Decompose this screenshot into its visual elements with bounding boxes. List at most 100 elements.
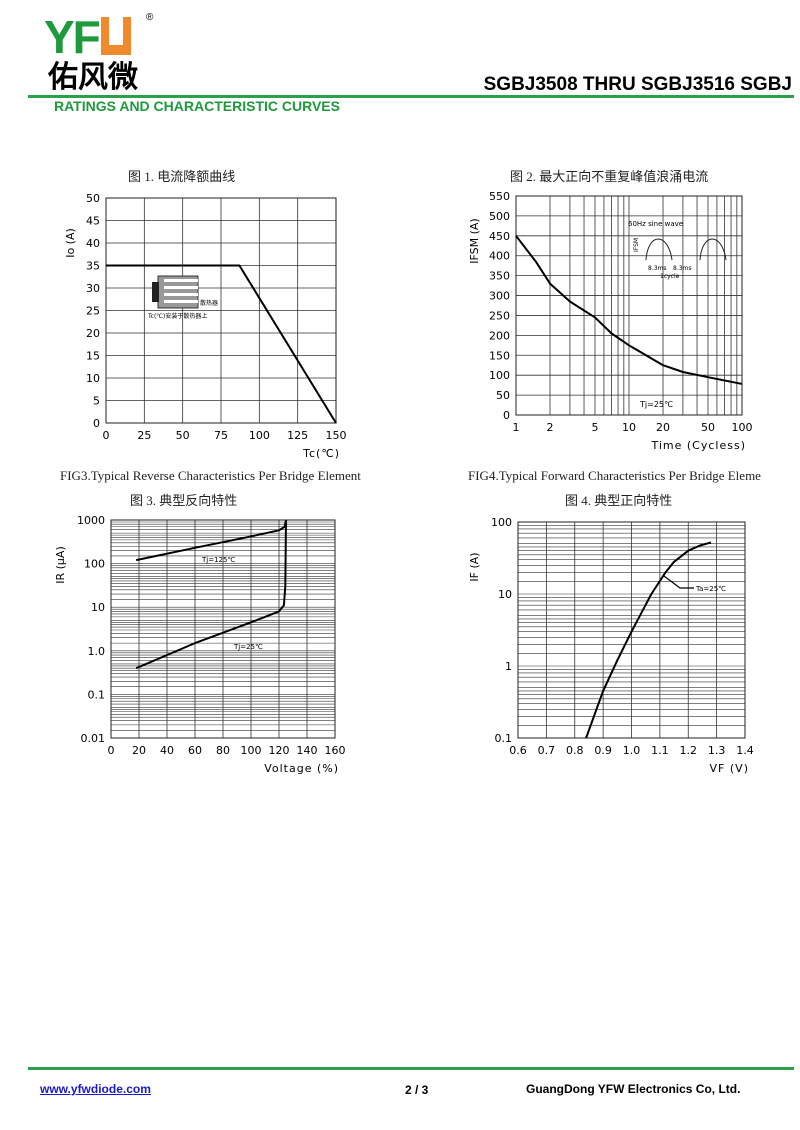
y-tick-label: 15 xyxy=(86,350,100,363)
brand-logo-cn: 佑风微 xyxy=(48,60,138,95)
half-cycle-label: 8.3ms xyxy=(648,265,667,272)
website-link[interactable]: www.yfwdiode.com xyxy=(40,1082,151,1096)
section-title: RATINGS AND CHARACTERISTIC CURVES xyxy=(54,98,340,114)
fig4-forward-chart: 0.6 0.7 0.8 0.9 1.0 1.1 1.2 1.3 1.4 0.1 1 10 100 VF (… xyxy=(468,516,754,775)
fig4-title: 图 4. 典型正向特性 xyxy=(565,493,673,508)
fig3-reverse-chart: 0 20 40 60 80 100 120 140 160 0.01 0.1 1.0 10 100 1000… xyxy=(54,514,346,775)
fig4-caption: FIG4.Typical Forward Characteristics Per… xyxy=(468,468,761,483)
waveform-label: 60Hz sine wave xyxy=(628,220,683,228)
x-tick-label: 50 xyxy=(176,429,190,442)
x-tick-label: 0.8 xyxy=(566,744,584,757)
y-tick-label: 5 xyxy=(93,395,100,408)
y-tick-label: 40 xyxy=(86,237,100,250)
y-tick-label: 0 xyxy=(503,409,510,422)
x-tick-label: 25 xyxy=(137,429,151,442)
half-cycle-label: 8.3ms xyxy=(673,265,692,272)
tc-mount-note: Tc(℃)安装于散热器上 xyxy=(147,312,207,320)
sine-wave-icon xyxy=(645,238,727,261)
y-axis-label: Io (A) xyxy=(64,228,77,258)
x-tick-label: 5 xyxy=(591,421,598,434)
y-tick-label: 1000 xyxy=(77,514,105,527)
x-tick-label: 60 xyxy=(188,744,202,757)
y-tick-label: 45 xyxy=(86,215,100,228)
x-axis-label: VF (V) xyxy=(710,762,749,775)
y-tick-label: 0.1 xyxy=(88,688,106,701)
heatsink-label: 散热器 xyxy=(200,299,218,307)
x-tick-label: 1.4 xyxy=(736,744,754,757)
y-tick-label: 50 xyxy=(496,389,510,402)
x-tick-label: 1.1 xyxy=(651,744,669,757)
x-tick-label: 40 xyxy=(160,744,174,757)
ifsm-marker: IFSM xyxy=(633,238,640,252)
x-axis-label: Tc(℃) xyxy=(302,447,340,460)
plot-frame xyxy=(105,197,337,424)
leader-line xyxy=(663,575,694,589)
y-tick-label: 100 xyxy=(489,369,510,382)
series-line xyxy=(106,264,337,424)
x-tick-label: 75 xyxy=(214,429,228,442)
y-tick-label: 20 xyxy=(86,327,100,340)
fig2-title: 图 2. 最大正向不重复峰值浪涌电流 xyxy=(510,169,709,184)
x-tick-label: 1.3 xyxy=(708,744,726,757)
y-tick-label: 25 xyxy=(86,305,100,318)
x-tick-label: 0 xyxy=(108,744,115,757)
x-tick-label: 80 xyxy=(216,744,230,757)
series-label: Tj=25℃ xyxy=(233,643,263,651)
footer-divider xyxy=(28,1067,794,1070)
x-tick-label: 1.0 xyxy=(623,744,641,757)
y-tick-label: 200 xyxy=(489,329,510,342)
fig3-caption: FIG3.Typical Reverse Characteristics Per… xyxy=(60,468,361,483)
x-tick-label: 1.2 xyxy=(680,744,698,757)
series-line xyxy=(135,519,287,562)
device-icon xyxy=(152,282,159,302)
y-tick-label: 350 xyxy=(489,270,510,283)
y-tick-label: 250 xyxy=(489,309,510,322)
heatsink-fin xyxy=(164,300,198,303)
x-tick-label: 20 xyxy=(132,744,146,757)
plot-frame xyxy=(517,521,746,739)
y-tick-label: 300 xyxy=(489,290,510,303)
y-tick-label: 1.0 xyxy=(88,645,106,658)
fig2-surge-chart: 1 2 5 10 20 50 100 0 50 100 150 200 250 300 350 400 450 5… xyxy=(468,190,753,452)
cycle-label: 1cycle xyxy=(660,273,680,280)
y-tick-label: 500 xyxy=(489,210,510,223)
series-label: Ta=25℃ xyxy=(695,585,726,593)
x-tick-label: 100 xyxy=(249,429,270,442)
x-tick-label: 160 xyxy=(325,744,346,757)
x-tick-label: 20 xyxy=(656,421,670,434)
y-tick-label: 10 xyxy=(86,372,100,385)
x-tick-label: 50 xyxy=(701,421,715,434)
y-tick-label: 0.1 xyxy=(495,732,513,745)
y-axis-label: IF (A) xyxy=(468,552,481,581)
y-tick-label: 30 xyxy=(86,282,100,295)
page-number: 2 / 3 xyxy=(405,1083,429,1097)
header-divider xyxy=(28,95,794,98)
series-line xyxy=(515,235,743,385)
x-axis-label: Voltage (%) xyxy=(264,762,339,775)
x-tick-label: 1 xyxy=(513,421,520,434)
y-tick-label: 400 xyxy=(489,250,510,263)
fig1-title: 图 1. 电流降额曲线 xyxy=(128,169,236,184)
y-tick-label: 550 xyxy=(489,190,510,203)
series-label: Tj=125℃ xyxy=(201,556,235,564)
y-tick-label: 150 xyxy=(489,349,510,362)
y-axis-label: IFSM (A) xyxy=(468,218,481,263)
y-tick-label: 50 xyxy=(86,192,100,205)
y-tick-label: 10 xyxy=(91,601,105,614)
y-tick-label: 100 xyxy=(491,516,512,529)
x-tick-label: 2 xyxy=(547,421,554,434)
fig1-derating-chart: 0 25 50 75 100 125 150 0 5 10 15 20 25 30 35 40 45 50 Tc(℃… xyxy=(64,192,347,460)
heatsink-fin xyxy=(164,293,198,296)
y-tick-label: 100 xyxy=(84,558,105,571)
series-line xyxy=(585,541,712,739)
brand-logo: YF xyxy=(44,14,131,60)
y-tick-label: 450 xyxy=(489,230,510,243)
y-tick-label: 0 xyxy=(93,417,100,430)
x-tick-label: 0 xyxy=(103,429,110,442)
x-tick-label: 100 xyxy=(241,744,262,757)
heatsink-fin xyxy=(164,279,198,282)
x-tick-label: 120 xyxy=(269,744,290,757)
document-title: SGBJ3508 THRU SGBJ3516 SGBJ xyxy=(483,74,792,95)
plot-frame xyxy=(110,519,336,739)
